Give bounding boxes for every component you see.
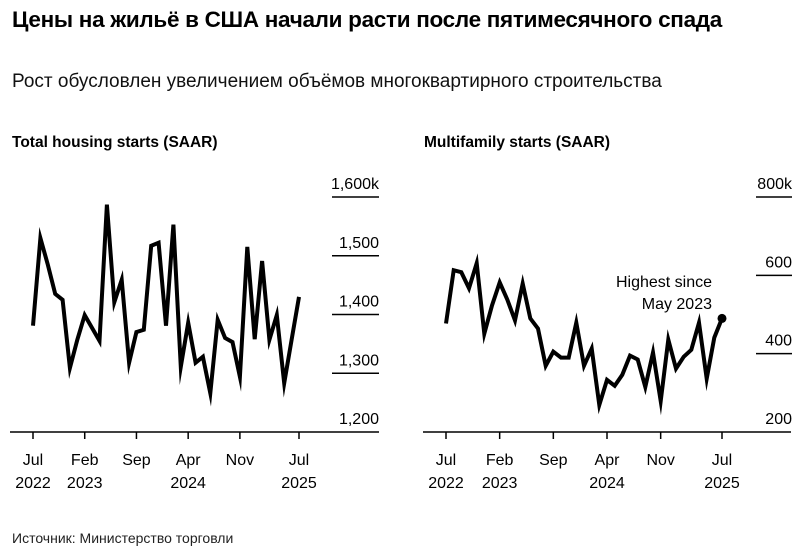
x-tick-month: Jul [712,452,732,469]
x-tick-month: Jul [289,452,309,469]
y-tick-label: 1,500 [339,235,379,252]
x-tick-month: Jul [23,452,43,469]
x-tick-month: Nov [646,452,674,469]
page-title: Цены на жильё в США начали расти после п… [12,7,722,32]
x-tick-year: 2022 [15,475,51,492]
page-subtitle: Рост обусловлен увеличением объёмов мног… [12,71,662,92]
y-tick-label: 1,400 [339,294,379,311]
chart-title-multifamily-starts: Multifamily starts (SAAR) [424,134,611,151]
data-line [444,253,724,416]
x-tick-year: 2024 [170,475,206,492]
highlight-point-marker [717,313,727,323]
x-tick-month: Apr [595,452,621,469]
y-tick-label: 1,300 [339,352,379,369]
x-tick-year: 2022 [428,475,464,492]
x-tick-month: Sep [539,452,568,469]
source-note: Источник: Министерство торговли [12,530,234,546]
y-tick-label: 400 [765,333,792,350]
multifamily-starts-chart: 800k 600 400 200 Jul 2022 Feb 2023 Sep Apr 2024 Nov… [423,176,793,492]
x-tick-month: Sep [122,452,151,469]
x-tick-year: 2025 [281,475,317,492]
x-tick-year: 2023 [482,475,518,492]
annotation-line-2: May 2023 [642,296,712,313]
y-tick-label: 200 [765,411,792,428]
x-tick-month: Jul [436,452,456,469]
y-tick-label: 600 [765,254,792,271]
y-tick-label: 1,200 [339,411,379,428]
x-tick-month: Feb [486,452,514,469]
x-tick-year: 2023 [67,475,103,492]
y-tick-label: 1,600k [331,176,380,193]
x-tick-year: 2024 [589,475,625,492]
annotation-line-1: Highest since [616,274,712,291]
total-starts-chart: 1,600k 1,500 1,400 1,300 1,200 Jul 2022 Feb 2023… [10,176,380,492]
data-line [31,204,301,407]
x-tick-month: Nov [226,452,254,469]
x-tick-month: Apr [176,452,202,469]
y-tick-label: 800k [757,176,793,193]
chart-title-total-starts: Total housing starts (SAAR) [12,134,218,151]
x-tick-month: Feb [71,452,99,469]
x-tick-year: 2025 [704,475,740,492]
